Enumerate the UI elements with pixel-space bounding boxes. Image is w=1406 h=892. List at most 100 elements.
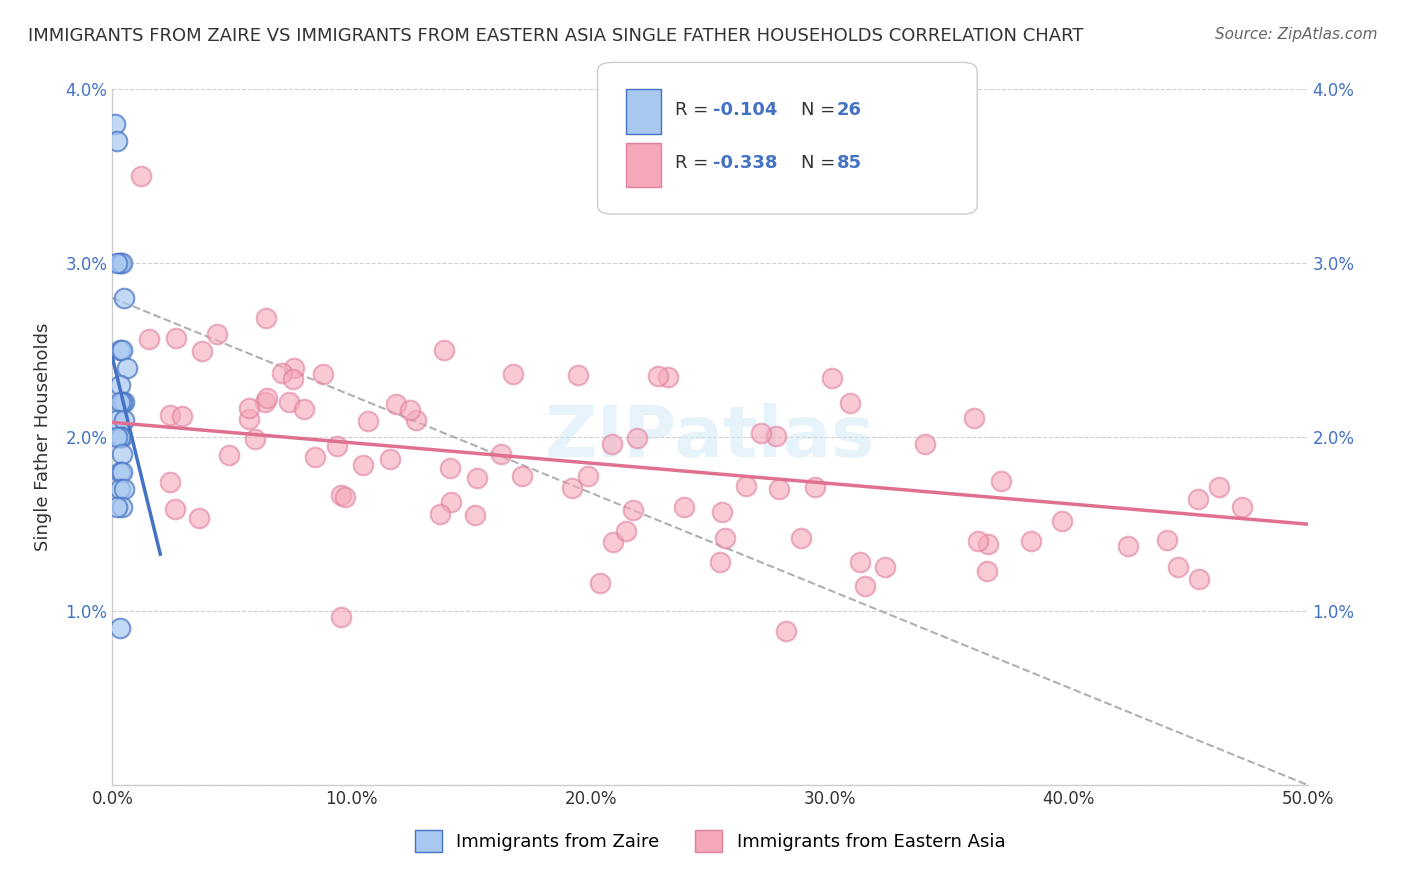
Immigrants from Zaire [111, 395, 134, 409]
Immigrants from Zaire [108, 430, 131, 444]
Immigrants from Eastern Asia [489, 447, 512, 461]
Immigrants from Eastern Asia [238, 412, 260, 426]
Immigrants from Eastern Asia [709, 555, 731, 569]
Text: -0.338: -0.338 [713, 154, 778, 172]
Immigrants from Eastern Asia [440, 494, 463, 508]
Immigrants from Eastern Asia [621, 503, 644, 517]
Immigrants from Eastern Asia [1019, 533, 1042, 548]
Immigrants from Zaire [111, 430, 134, 444]
Immigrants from Eastern Asia [129, 169, 152, 183]
Text: 26: 26 [837, 101, 862, 119]
Immigrants from Eastern Asia [352, 458, 374, 472]
Immigrants from Zaire [105, 500, 128, 514]
Immigrants from Eastern Asia [283, 361, 305, 376]
Immigrants from Eastern Asia [218, 448, 240, 462]
Immigrants from Eastern Asia [775, 624, 797, 639]
Immigrants from Eastern Asia [821, 371, 844, 385]
Immigrants from Eastern Asia [600, 437, 623, 451]
Immigrants from Eastern Asia [567, 368, 589, 382]
Immigrants from Eastern Asia [1156, 533, 1178, 547]
Immigrants from Eastern Asia [735, 479, 758, 493]
Immigrants from Eastern Asia [614, 524, 637, 538]
Immigrants from Eastern Asia [138, 332, 160, 346]
Text: R =: R = [675, 154, 714, 172]
Immigrants from Eastern Asia [170, 409, 193, 423]
Immigrants from Eastern Asia [647, 368, 669, 383]
Text: R =: R = [675, 101, 714, 119]
Immigrants from Eastern Asia [333, 490, 356, 504]
Text: N =: N = [801, 154, 841, 172]
Immigrants from Eastern Asia [963, 411, 986, 425]
Immigrants from Eastern Asia [464, 508, 486, 523]
Immigrants from Eastern Asia [711, 505, 734, 519]
Text: IMMIGRANTS FROM ZAIRE VS IMMIGRANTS FROM EASTERN ASIA SINGLE FATHER HOUSEHOLDS C: IMMIGRANTS FROM ZAIRE VS IMMIGRANTS FROM… [28, 27, 1084, 45]
Immigrants from Eastern Asia [502, 368, 524, 382]
Immigrants from Eastern Asia [589, 575, 612, 590]
Immigrants from Eastern Asia [378, 451, 401, 466]
Immigrants from Eastern Asia [439, 461, 461, 475]
Text: N =: N = [801, 101, 841, 119]
Immigrants from Zaire [108, 377, 131, 392]
Immigrants from Eastern Asia [205, 326, 228, 341]
Immigrants from Eastern Asia [714, 531, 737, 545]
Immigrants from Eastern Asia [165, 331, 187, 345]
Immigrants from Zaire [108, 465, 131, 479]
Immigrants from Eastern Asia [191, 344, 214, 359]
Immigrants from Eastern Asia [1187, 492, 1209, 507]
Immigrants from Zaire [114, 482, 135, 496]
Immigrants from Eastern Asia [405, 413, 427, 427]
Immigrants from Eastern Asia [602, 535, 624, 549]
Immigrants from Eastern Asia [277, 394, 299, 409]
Legend: Immigrants from Zaire, Immigrants from Eastern Asia: Immigrants from Zaire, Immigrants from E… [408, 823, 1012, 859]
Immigrants from Zaire [111, 465, 134, 479]
Immigrants from Zaire [114, 412, 135, 426]
Immigrants from Zaire [108, 482, 131, 496]
Immigrants from Eastern Asia [510, 469, 533, 483]
Text: Source: ZipAtlas.com: Source: ZipAtlas.com [1215, 27, 1378, 42]
Immigrants from Zaire [108, 343, 131, 357]
Immigrants from Zaire [111, 256, 134, 270]
Immigrants from Eastern Asia [1208, 479, 1230, 493]
Immigrants from Zaire [111, 447, 134, 462]
Immigrants from Eastern Asia [384, 397, 406, 411]
Text: 85: 85 [837, 154, 862, 172]
Immigrants from Eastern Asia [849, 555, 872, 569]
Immigrants from Eastern Asia [749, 426, 772, 441]
Immigrants from Zaire [105, 412, 128, 426]
Immigrants from Eastern Asia [1116, 540, 1139, 554]
Immigrants from Eastern Asia [657, 370, 679, 384]
Immigrants from Eastern Asia [238, 401, 260, 415]
Immigrants from Zaire [111, 500, 134, 514]
Immigrants from Eastern Asia [1052, 514, 1074, 528]
Immigrants from Eastern Asia [312, 368, 335, 382]
Immigrants from Eastern Asia [914, 437, 936, 451]
Immigrants from Zaire [114, 395, 135, 409]
Immigrants from Eastern Asia [1167, 560, 1189, 574]
Immigrants from Zaire [108, 621, 131, 635]
Immigrants from Eastern Asia [292, 402, 315, 417]
Immigrants from Eastern Asia [357, 414, 380, 428]
Immigrants from Eastern Asia [429, 507, 451, 521]
Immigrants from Eastern Asia [576, 469, 599, 483]
Immigrants from Eastern Asia [433, 343, 456, 358]
Immigrants from Zaire [114, 291, 135, 305]
Immigrants from Zaire [105, 134, 128, 148]
Immigrants from Eastern Asia [561, 481, 583, 495]
Immigrants from Eastern Asia [853, 579, 876, 593]
Immigrants from Eastern Asia [329, 488, 352, 502]
Immigrants from Eastern Asia [873, 560, 896, 574]
Immigrants from Eastern Asia [245, 432, 267, 446]
Immigrants from Eastern Asia [990, 475, 1012, 489]
Immigrants from Zaire [105, 256, 128, 270]
Immigrants from Eastern Asia [159, 408, 181, 422]
Immigrants from Eastern Asia [281, 372, 304, 386]
Immigrants from Eastern Asia [159, 475, 181, 489]
Immigrants from Zaire [108, 395, 131, 409]
Immigrants from Eastern Asia [1230, 500, 1253, 514]
Text: ZIPatlas: ZIPatlas [546, 402, 875, 472]
Immigrants from Zaire [108, 256, 131, 270]
Immigrants from Zaire [105, 430, 128, 444]
Immigrants from Eastern Asia [330, 610, 353, 624]
Immigrants from Eastern Asia [765, 429, 787, 443]
Immigrants from Eastern Asia [804, 480, 827, 494]
